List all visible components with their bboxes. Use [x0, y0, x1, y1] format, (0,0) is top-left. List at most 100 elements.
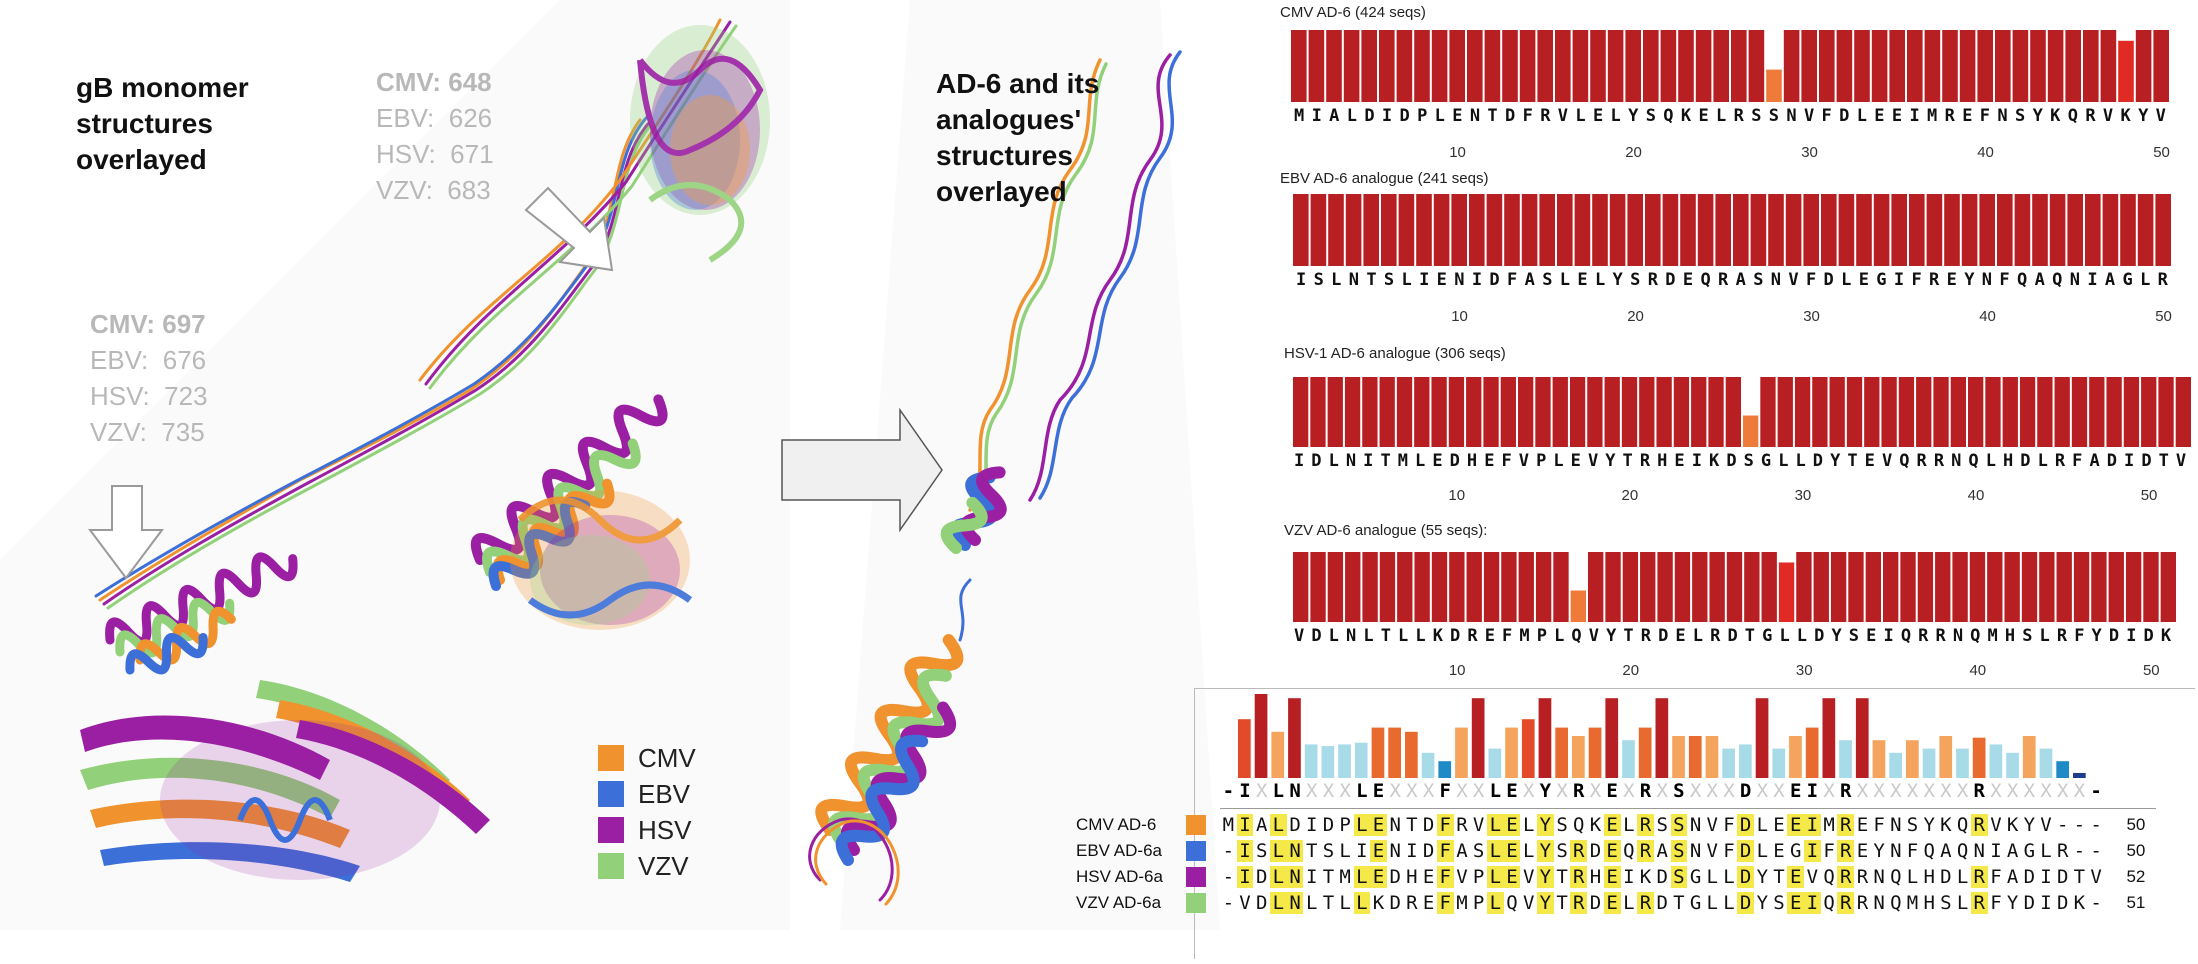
logo-bar [1803, 194, 1819, 266]
logo-bar [1812, 377, 1828, 447]
conservation-bar [1956, 748, 1969, 778]
logo-bar [1950, 377, 1966, 447]
alignment-residue: Y [2023, 814, 2036, 836]
alignment-residue: I [1623, 866, 1635, 888]
alignment-residue: L [1487, 814, 1504, 836]
alignment-residue: E [1603, 892, 1621, 914]
alignment-residue: - [2090, 814, 2102, 836]
alignment-residue: - [2090, 840, 2102, 862]
alignment-residue: D [1737, 814, 1754, 836]
alignment-row-length: 52 [2126, 867, 2146, 886]
alignment-residue: Q [1956, 814, 1969, 836]
consensus-residue: X [1723, 780, 1735, 802]
logo-bar [1969, 552, 1986, 622]
alignment-residue: R [1406, 892, 1418, 914]
logo-bar [1856, 194, 1872, 266]
alignment-residue: I [1306, 814, 1318, 836]
alignment-residue: D [1656, 892, 1668, 914]
logo-bar [1345, 194, 1362, 266]
alignment-residue: E [1773, 840, 1785, 862]
alignment-residue: A [1656, 840, 1668, 862]
conservation-bar [1855, 698, 1869, 778]
alignment-residue: L [1353, 814, 1371, 836]
consensus-residue: L [1272, 780, 1285, 802]
alignment-residue: F [1906, 840, 1919, 862]
logo-bars [1293, 377, 2191, 447]
consensus-residue: N [1289, 780, 1301, 802]
alignment-residue: - [2073, 814, 2086, 836]
alignment-residue: F [1436, 814, 1454, 836]
logo-bar [2123, 377, 2140, 447]
alignment-residue: L [1353, 866, 1371, 888]
structure-legend: CMV EBV HSV VZV [598, 740, 696, 884]
conservation-bar [1722, 748, 1735, 778]
logo-bar [2153, 30, 2169, 102]
residue-number: 697 [162, 309, 206, 339]
alignment-residue: Y [1537, 892, 1554, 914]
logo-bar [1708, 377, 1724, 447]
logo-bar [1968, 377, 1984, 447]
logo-bar [1622, 552, 1639, 622]
alignment-residue: L [1270, 892, 1287, 914]
alignment-row-length: 50 [2126, 815, 2146, 834]
logo-bar [1961, 194, 1978, 266]
alignment-residue: L [1906, 866, 1919, 888]
alignment-residue: R [1837, 840, 1855, 862]
alignment-residue: N [1286, 866, 1304, 888]
alignment-residue: F [1990, 892, 2002, 914]
logo-bar [1813, 552, 1829, 622]
conservation-bar [1555, 727, 1568, 778]
logo-bar [1469, 194, 1485, 266]
consensus-residue: S [1673, 780, 1685, 802]
position-row: EBV: 626 [376, 100, 494, 136]
alignment-residue: L [1522, 814, 1535, 836]
logo-bar [1768, 194, 1784, 266]
logo-bar [1748, 30, 1765, 102]
conservation-bar [2022, 736, 2036, 778]
legend-row: VZV [598, 848, 696, 884]
logo-bar [1640, 552, 1656, 622]
alignment-residue: T [1673, 892, 1685, 914]
logo-bar [1486, 194, 1503, 266]
logo-bar [2021, 552, 2038, 622]
alignment-residue: E [1370, 814, 1387, 836]
logo-bar [1431, 30, 1448, 102]
consensus-residue: X [1689, 780, 1702, 802]
logo-bar [1291, 30, 1307, 102]
alignment-residue: F [1723, 814, 1735, 836]
alignment-residue: R [1837, 866, 1855, 888]
conservation-bar [2006, 752, 2019, 778]
conservation-bar [1338, 744, 1351, 778]
alignment-residue: F [1873, 814, 1885, 836]
alignment-residue: N [1286, 892, 1304, 914]
alignment-residue: Y [1923, 814, 1935, 836]
consensus-residue: X [1773, 780, 1785, 802]
left-title-line: structures [76, 108, 213, 139]
alignment-residue: E [1603, 814, 1621, 836]
conservation-bars [1238, 694, 2086, 778]
alignment-residue: T [1406, 814, 1418, 836]
alignment-residue: D [2056, 866, 2069, 888]
logo-bar [1830, 552, 1847, 622]
logo-bar [1917, 552, 1934, 622]
logo-bar [1935, 552, 1951, 622]
logo-bar [1838, 194, 1855, 266]
logo-bar [1959, 30, 1976, 102]
logo-bar [1344, 377, 1361, 447]
alignment-residue: Q [1890, 866, 1902, 888]
alignment-residue: R [1856, 892, 1869, 914]
logo-bar [1467, 30, 1483, 102]
logo-panel-hsv: HSV-1 AD-6 analogue (306 seqs) IDLNITMLE… [1280, 345, 2191, 510]
logo-bar [1362, 377, 1378, 447]
residue-number: 735 [161, 417, 205, 447]
alignment-residue: K [1940, 814, 1952, 836]
logo-tick-label: 50 [2142, 662, 2160, 679]
alignment-residue: N [1689, 840, 1702, 862]
alignment-residue: L [1339, 892, 1351, 914]
logo-bar [1848, 552, 1864, 622]
alignment-residue: E [1503, 840, 1521, 862]
consensus-residue: X [1906, 780, 1919, 802]
alignment-residue: Y [1537, 866, 1554, 888]
